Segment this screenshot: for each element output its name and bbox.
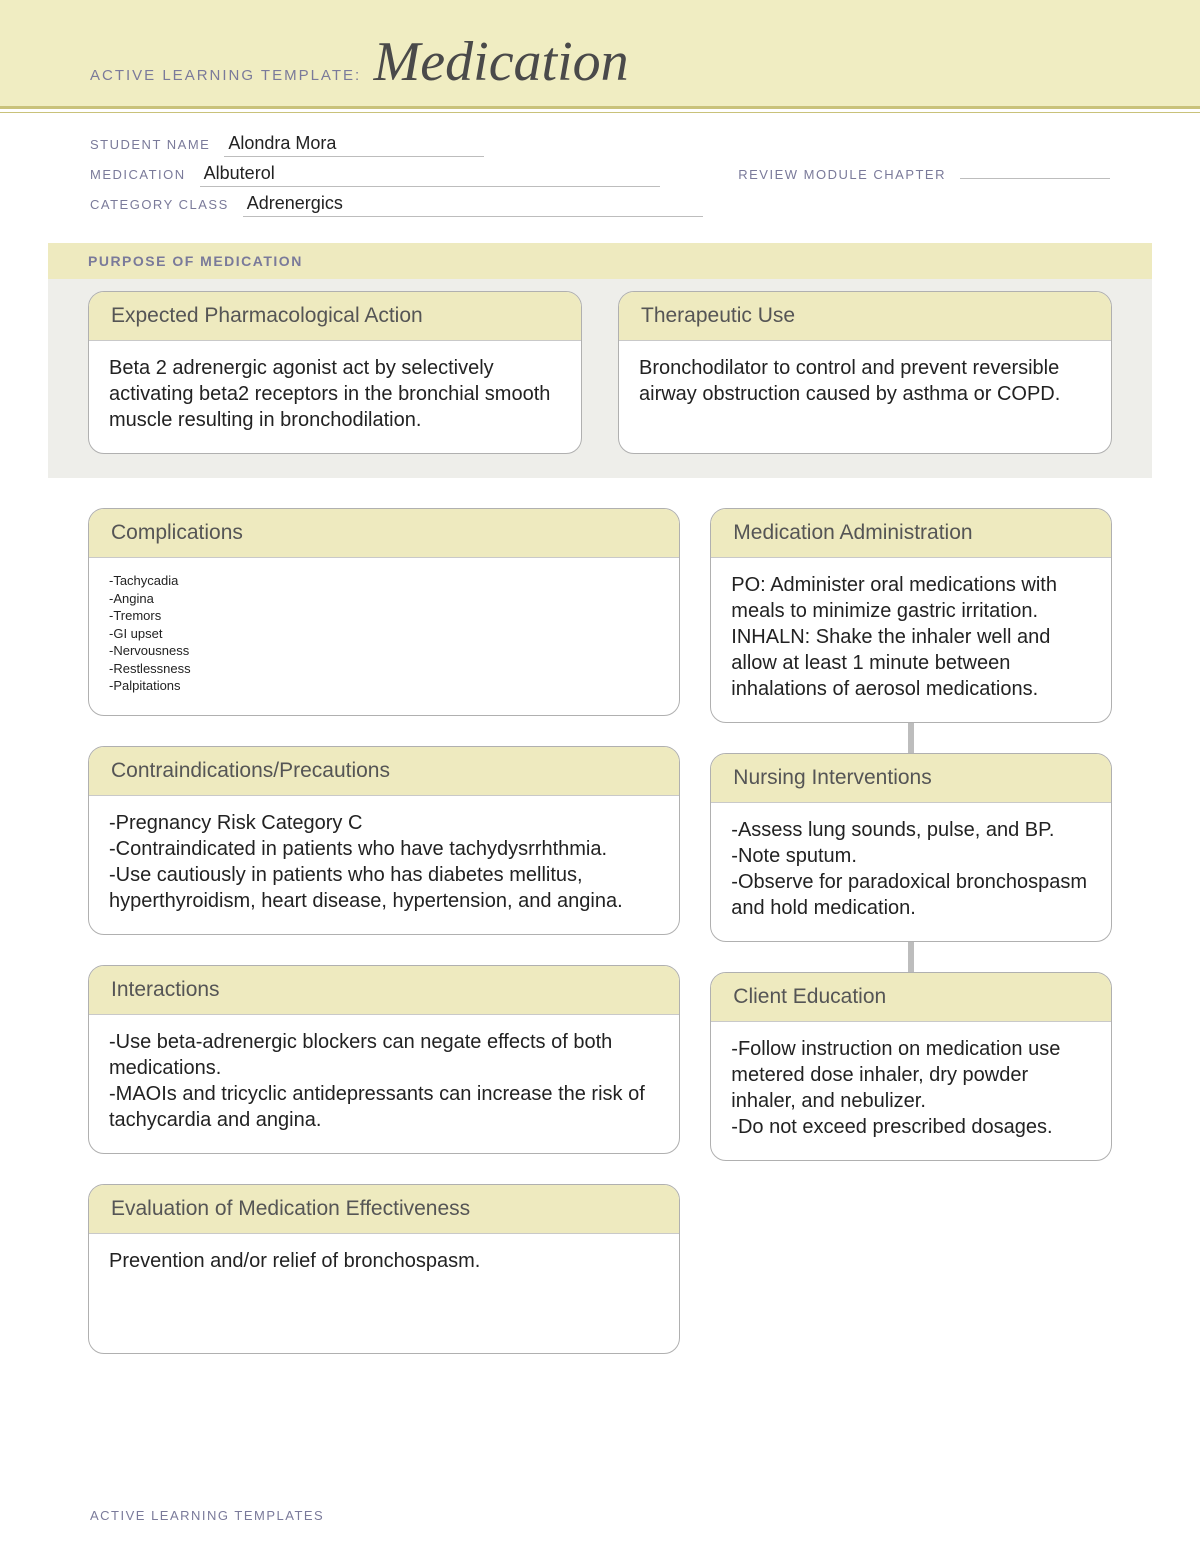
category-value: Adrenergics — [243, 193, 703, 217]
card-title: Client Education — [711, 973, 1111, 1022]
footer-text: ACTIVE LEARNING TEMPLATES — [90, 1508, 324, 1523]
purpose-section: PURPOSE OF MEDICATION Expected Pharmacol… — [48, 243, 1152, 478]
card-complications: Complications -Tachycadia -Angina -Tremo… — [88, 508, 680, 716]
student-value: Alondra Mora — [224, 133, 484, 157]
card-education: Client Education -Follow instruction on … — [710, 972, 1112, 1161]
card-interactions: Interactions -Use beta-adrenergic blocke… — [88, 965, 680, 1154]
card-body: PO: Administer oral medications with mea… — [711, 558, 1111, 722]
card-pharm-action: Expected Pharmacological Action Beta 2 a… — [88, 291, 582, 454]
card-administration: Medication Administration PO: Administer… — [710, 508, 1112, 723]
card-title: Nursing Interventions — [711, 754, 1111, 803]
card-title: Evaluation of Medication Effectiveness — [89, 1185, 679, 1234]
card-therapeutic: Therapeutic Use Bronchodilator to contro… — [618, 291, 1112, 454]
student-label: STUDENT NAME — [90, 137, 210, 152]
card-title: Therapeutic Use — [619, 292, 1111, 341]
header-prefix: ACTIVE LEARNING TEMPLATE: — [90, 67, 361, 84]
review-value — [960, 176, 1110, 179]
medication-value: Albuterol — [200, 163, 660, 187]
left-column: Complications -Tachycadia -Angina -Tremo… — [88, 508, 680, 1354]
card-body: -Pregnancy Risk Category C -Contraindica… — [89, 796, 679, 934]
header-title: Medication — [374, 30, 629, 94]
card-body: -Assess lung sounds, pulse, and BP. -Not… — [711, 803, 1111, 941]
card-body: -Use beta-adrenergic blockers can negate… — [89, 1015, 679, 1153]
card-title: Complications — [89, 509, 679, 558]
card-body: Bronchodilator to control and prevent re… — [619, 341, 1111, 453]
card-body: Prevention and/or relief of bronchospasm… — [89, 1234, 679, 1353]
card-body: -Follow instruction on medication use me… — [711, 1022, 1111, 1160]
card-body: -Tachycadia -Angina -Tremors -GI upset -… — [89, 558, 679, 715]
card-title: Medication Administration — [711, 509, 1111, 558]
medication-label: MEDICATION — [90, 167, 186, 182]
header-band: ACTIVE LEARNING TEMPLATE: Medication — [0, 0, 1200, 109]
review-label: REVIEW MODULE CHAPTER — [738, 167, 946, 182]
category-label: CATEGORY CLASS — [90, 197, 229, 212]
card-title: Interactions — [89, 966, 679, 1015]
card-nursing: Nursing Interventions -Assess lung sound… — [710, 753, 1112, 942]
meta-block: STUDENT NAME Alondra Mora MEDICATION Alb… — [0, 133, 1200, 233]
card-contraindications: Contraindications/Precautions -Pregnancy… — [88, 746, 680, 935]
card-evaluation: Evaluation of Medication Effectiveness P… — [88, 1184, 680, 1354]
card-title: Expected Pharmacological Action — [89, 292, 581, 341]
main-grid: Complications -Tachycadia -Angina -Tremo… — [0, 508, 1200, 1354]
card-title: Contraindications/Precautions — [89, 747, 679, 796]
header-rule — [0, 112, 1200, 113]
connector-line — [908, 942, 914, 972]
card-body: Beta 2 adrenergic agonist act by selecti… — [89, 341, 581, 453]
right-column: Medication Administration PO: Administer… — [710, 508, 1112, 1354]
purpose-heading: PURPOSE OF MEDICATION — [48, 243, 1152, 279]
connector-line — [908, 723, 914, 753]
